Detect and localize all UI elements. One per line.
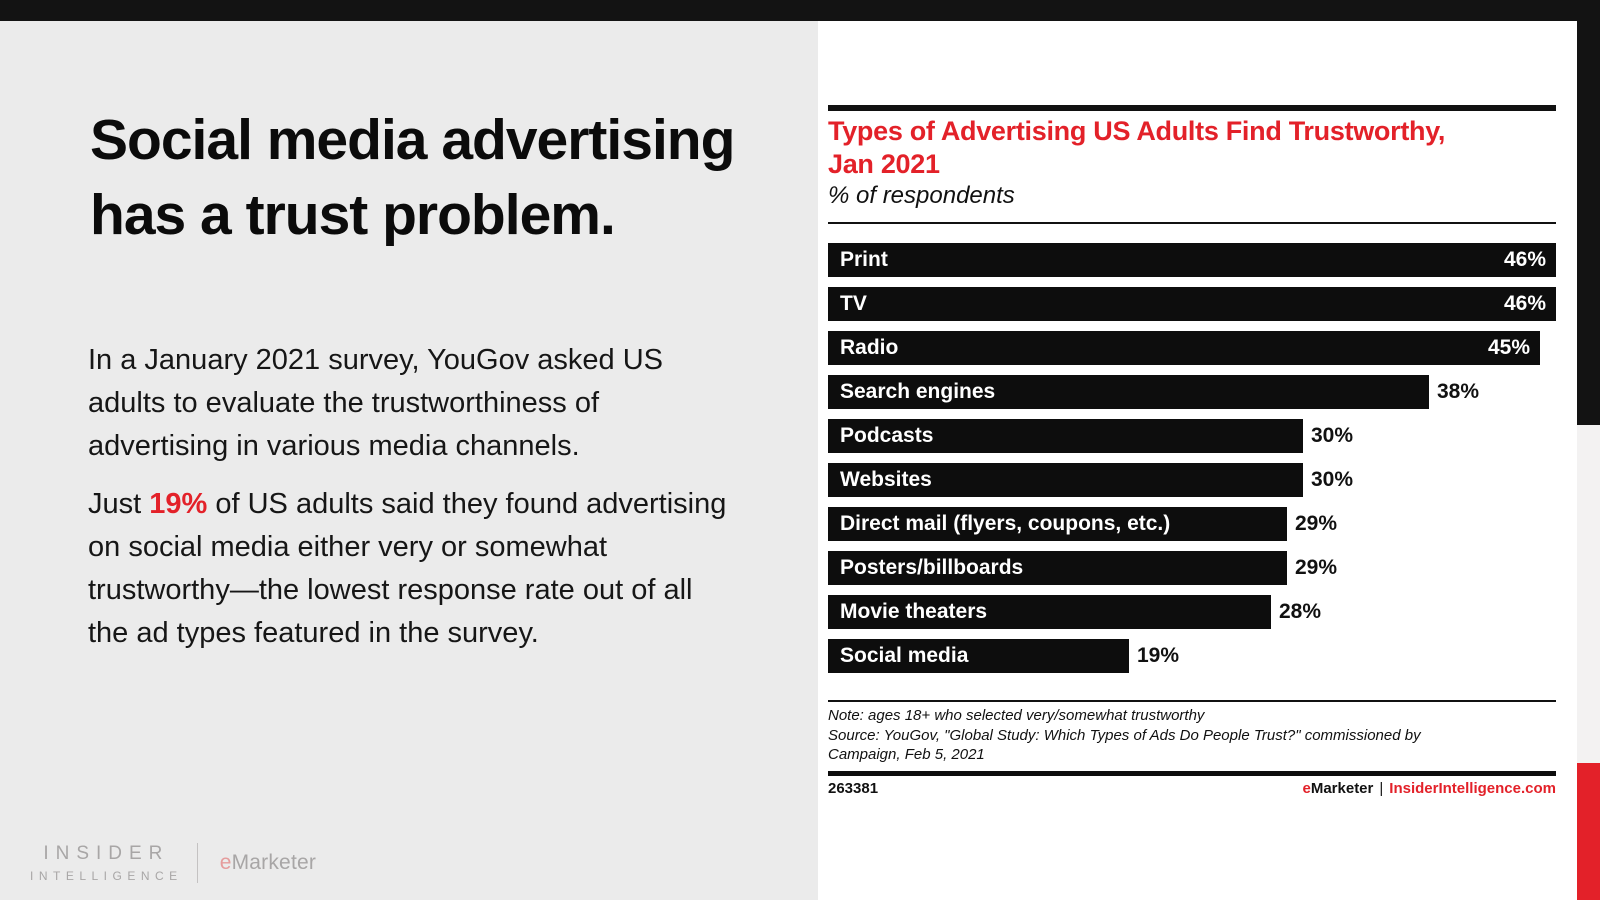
footer-site-link: InsiderIntelligence.com [1389,780,1556,797]
bar: Movie theaters [828,595,1271,629]
paragraph-1: In a January 2021 survey, YouGov asked U… [88,339,788,468]
bar-value-label: 19% [1137,644,1180,667]
bar: Print 46% [828,243,1556,277]
footer-branding: eMarketer | InsiderIntelligence.com [1302,780,1556,797]
bar-row: Search engines 38% [828,375,1556,409]
bar-row: Podcasts 30% [828,419,1556,453]
bar: Direct mail (flyers, coupons, etc.) [828,507,1287,541]
chart-id: 263381 [828,780,879,797]
chart-title-line-2: Jan 2021 [828,149,940,179]
bar-category-label: Posters/billboards [840,556,1024,579]
paragraph-2-line: Just 19% of US adults said they found ad… [88,483,788,526]
emarketer-logo-text: Marketer [231,851,317,874]
bar-value-label: 45% [1487,336,1530,359]
bar-row: Print 46% [828,243,1556,277]
bar-category-label: Movie theaters [840,600,988,623]
bar-value-label: 29% [1295,556,1338,579]
bar-value-label: 30% [1311,424,1354,447]
bar-category-label: Radio [840,336,899,359]
footer-emarketer-text: Marketer [1310,780,1374,797]
chart-notes: Note: ages 18+ who selected very/somewha… [828,706,1468,765]
headline-line-1: Social media advertising [90,108,735,172]
paragraph-2-text: Just [88,488,150,520]
bar: Podcasts [828,419,1303,453]
bar-value-label: 30% [1311,468,1354,491]
paragraph-2-line: on social media either very or somewhat [88,531,608,563]
right-edge-gray-strip [1577,425,1600,763]
bar-category-label: Podcasts [840,424,934,447]
bar: Posters/billboards [828,551,1287,585]
emarketer-logo: eMarketer [220,851,316,875]
bar-value-label: 46% [1503,292,1546,315]
bar: Websites [828,463,1303,497]
bar-category-label: Websites [840,468,932,491]
bar: Radio 45% [828,331,1540,365]
footer-emarketer-e: e [1302,780,1311,797]
bar: Search engines [828,375,1429,409]
chart-source: Source: YouGov, "Global Study: Which Typ… [828,726,1421,764]
insider-logo-text: INSIDER [43,843,170,864]
bar-row: Movie theaters 28% [828,595,1556,629]
paragraph-2-line: the ad types featured in the survey. [88,617,539,649]
bar-row: Radio 45% [828,331,1556,365]
paragraph-1-line: advertising in various media channels. [88,430,580,462]
chart-header-rule [828,222,1556,224]
bar-category-label: TV [840,292,867,315]
bar-category-label: Search engines [840,380,996,403]
paragraph-2-line: trustworthy—the lowest response rate out… [88,574,693,606]
bar-chart: Print 46% TV 46% Radio 45% Search engines 38% Po… [828,243,1556,673]
logo-divider [196,843,198,883]
bar-category-label: Print [840,248,888,271]
chart-top-rule [828,105,1556,111]
bar: TV 46% [828,287,1556,321]
right-edge-black-strip [1577,0,1600,425]
bar-category-label: Direct mail (flyers, coupons, etc.) [840,512,1171,535]
paragraph-1-line: adults to evaluate the trustworthiness o… [88,387,600,419]
highlight-19-percent: 19% [149,488,208,520]
bar-row: Posters/billboards 29% [828,551,1556,585]
insider-intelligence-logo: INSIDER INTELLIGENCE [30,843,183,883]
intelligence-logo-text: INTELLIGENCE [30,869,183,883]
bar-row: Direct mail (flyers, coupons, etc.) 29% [828,507,1556,541]
bar-row: Websites 30% [828,463,1556,497]
bar: Social media [828,639,1129,673]
slide-left-panel: Social media advertising has a trust pro… [0,21,818,900]
bar-row: TV 46% [828,287,1556,321]
slide-body-text: In a January 2021 survey, YouGov asked U… [88,339,788,655]
brand-watermark: INSIDER INTELLIGENCE eMarketer [30,843,316,883]
paragraph-1-line: In a January 2021 survey, YouGov asked U… [88,344,663,376]
right-edge-red-strip [1577,763,1600,900]
paragraph-2: Just 19% of US adults said they found ad… [88,483,788,655]
paragraph-2-text: of US adults said they found advertising [207,488,727,520]
chart-note-rule [828,700,1556,702]
bar-value-label: 46% [1503,248,1546,271]
bar-value-label: 38% [1437,380,1480,403]
chart-title: Types of Advertising US Adults Find Trus… [828,115,1556,181]
bar-value-label: 29% [1295,512,1338,535]
headline-line-2: has a trust problem. [90,183,616,247]
chart-note: Note: ages 18+ who selected very/somewha… [828,707,1205,724]
emarketer-logo-e: e [219,851,232,874]
footer-separator: | [1379,780,1384,797]
bar-value-label: 28% [1279,600,1322,623]
chart-title-line-1: Types of Advertising US Adults Find Trus… [828,116,1446,146]
chart-bottom-rule [828,771,1556,776]
chart-panel: Types of Advertising US Adults Find Trus… [818,21,1577,900]
bar-category-label: Social media [840,644,969,667]
top-black-bar [0,0,1600,21]
footer-emarketer: eMarketer [1302,780,1373,797]
chart-subtitle: % of respondents [828,182,1015,209]
bar-row: Social media 19% [828,639,1556,673]
slide-headline: Social media advertising has a trust pro… [90,103,790,253]
chart-footer: 263381 eMarketer | InsiderIntelligence.com [828,780,1556,797]
